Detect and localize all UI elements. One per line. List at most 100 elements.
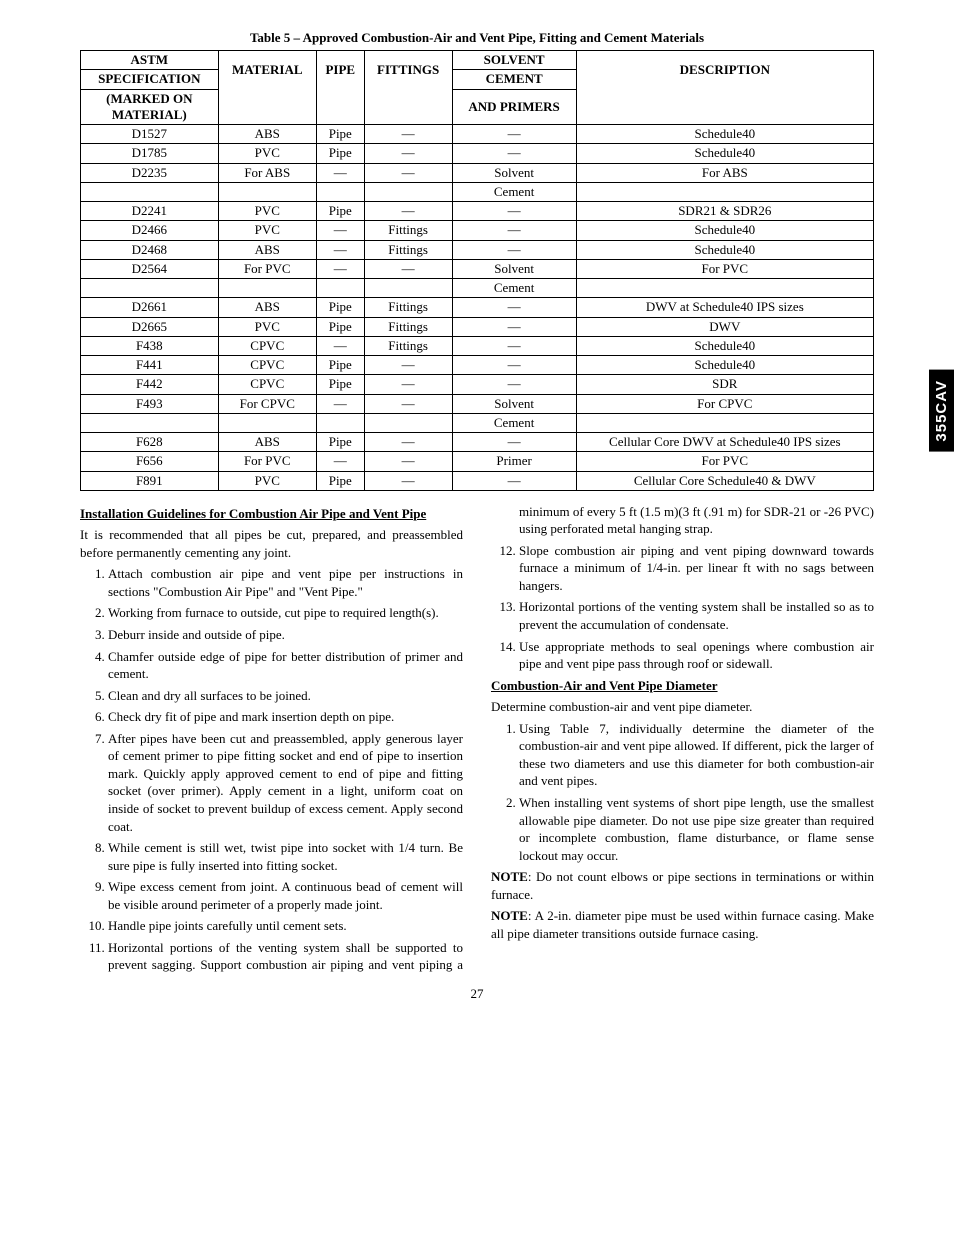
table-cell: —: [452, 336, 576, 355]
table-cell: [364, 279, 452, 298]
table-cell: For CPVC: [218, 394, 316, 413]
table-cell: DWV: [576, 317, 873, 336]
table-cell: —: [452, 298, 576, 317]
table-cell: Cellular Core Schedule40 & DWV: [576, 471, 873, 490]
table-cell: —: [452, 356, 576, 375]
table-cell: Solvent: [452, 259, 576, 278]
table-cell: Pipe: [316, 317, 364, 336]
table-cell: —: [452, 240, 576, 259]
table-cell: Fittings: [364, 336, 452, 355]
table-cell: —: [452, 317, 576, 336]
table-cell: —: [316, 221, 364, 240]
table-cell: Solvent: [452, 163, 576, 182]
th-material: MATERIAL: [232, 62, 303, 77]
table-cell: CPVC: [218, 356, 316, 375]
table-row: Cement: [81, 279, 874, 298]
table-cell: F656: [81, 452, 219, 471]
th-pipe: PIPE: [325, 62, 355, 77]
list-item: Clean and dry all surfaces to be joined.: [108, 687, 463, 705]
table-cell: Cement: [452, 182, 576, 201]
body-columns: Installation Guidelines for Combustion A…: [80, 503, 874, 974]
table-cell: [364, 182, 452, 201]
table-cell: Pipe: [316, 471, 364, 490]
table-cell: D1527: [81, 125, 219, 144]
table-cell: CPVC: [218, 336, 316, 355]
table-cell: Solvent: [452, 394, 576, 413]
table-header-row: ASTM MATERIAL PIPE FITTINGS SOLVENT DESC…: [81, 51, 874, 70]
table-cell: F891: [81, 471, 219, 490]
table-cell: Fittings: [364, 298, 452, 317]
table-cell: ABS: [218, 240, 316, 259]
table-cell: [576, 413, 873, 432]
table-row: D2661ABSPipeFittings—DWV at Schedule40 I…: [81, 298, 874, 317]
table-cell: —: [316, 394, 364, 413]
table-row: D2468ABS—Fittings—Schedule40: [81, 240, 874, 259]
table-cell: D2564: [81, 259, 219, 278]
table-cell: —: [364, 452, 452, 471]
table-cell: Fittings: [364, 221, 452, 240]
table-cell: —: [316, 163, 364, 182]
table-row: D2466PVC—Fittings—Schedule40: [81, 221, 874, 240]
list-item: Deburr inside and outside of pipe.: [108, 626, 463, 644]
table-cell: —: [364, 163, 452, 182]
th-spec: SPECIFICATION: [98, 71, 200, 86]
section2-title: Combustion-Air and Vent Pipe Diameter: [491, 677, 874, 695]
table-cell: For ABS: [576, 163, 873, 182]
table-cell: —: [364, 259, 452, 278]
table-cell: F628: [81, 433, 219, 452]
th-cement: CEMENT: [486, 71, 543, 86]
table-cell: —: [452, 471, 576, 490]
table-cell: [81, 279, 219, 298]
table-row: D1527ABSPipe——Schedule40: [81, 125, 874, 144]
table-row: D2235For ABS——SolventFor ABS: [81, 163, 874, 182]
th-solvent: SOLVENT: [484, 52, 545, 67]
table-cell: SDR: [576, 375, 873, 394]
table-cell: [316, 413, 364, 432]
note1: NOTE: Do not count elbows or pipe sectio…: [491, 868, 874, 903]
th-fittings: FITTINGS: [377, 62, 439, 77]
side-tab: 355CAV: [929, 370, 954, 452]
table-cell: Schedule40: [576, 356, 873, 375]
table-cell: [81, 413, 219, 432]
table-row: Cement: [81, 413, 874, 432]
list-item: Attach combustion air pipe and vent pipe…: [108, 565, 463, 600]
table-cell: For PVC: [218, 259, 316, 278]
table-cell: Cement: [452, 279, 576, 298]
table-cell: Fittings: [364, 317, 452, 336]
list-item: Use appropriate methods to seal openings…: [519, 638, 874, 673]
note2: NOTE: A 2-in. diameter pipe must be used…: [491, 907, 874, 942]
table-cell: For ABS: [218, 163, 316, 182]
table-cell: —: [364, 356, 452, 375]
table-cell: F438: [81, 336, 219, 355]
table-cell: [576, 182, 873, 201]
list-item: When installing vent systems of short pi…: [519, 794, 874, 864]
table-cell: [364, 413, 452, 432]
section1-intro: It is recommended that all pipes be cut,…: [80, 526, 463, 561]
th-marked: (MARKED ON: [106, 91, 192, 106]
list-item: Horizontal portions of the venting syste…: [519, 598, 874, 633]
table-row: F442CPVCPipe——SDR: [81, 375, 874, 394]
table-cell: Pipe: [316, 144, 364, 163]
table-cell: [316, 182, 364, 201]
list-item: Handle pipe joints carefully until cemen…: [108, 917, 463, 935]
list-item: While cement is still wet, twist pipe in…: [108, 839, 463, 874]
table-cell: —: [452, 221, 576, 240]
table-row: D2241PVCPipe——SDR21 & SDR26: [81, 202, 874, 221]
table-caption: Table 5 – Approved Combustion-Air and Ve…: [80, 30, 874, 46]
table-cell: —: [364, 202, 452, 221]
list-item: Using Table 7, individually determine th…: [519, 720, 874, 790]
table-cell: D2241: [81, 202, 219, 221]
page-number: 27: [0, 986, 954, 1002]
list-item: Slope combustion air piping and vent pip…: [519, 542, 874, 595]
table-cell: ABS: [218, 298, 316, 317]
th-astm: ASTM: [131, 52, 169, 67]
table-cell: DWV at Schedule40 IPS sizes: [576, 298, 873, 317]
table-row: D2665PVCPipeFittings—DWV: [81, 317, 874, 336]
section1-title: Installation Guidelines for Combustion A…: [80, 505, 463, 523]
table-cell: D2235: [81, 163, 219, 182]
table-cell: —: [452, 144, 576, 163]
table-cell: F441: [81, 356, 219, 375]
table-cell: D2665: [81, 317, 219, 336]
table-row: F441CPVCPipe——Schedule40: [81, 356, 874, 375]
table-cell: —: [364, 433, 452, 452]
